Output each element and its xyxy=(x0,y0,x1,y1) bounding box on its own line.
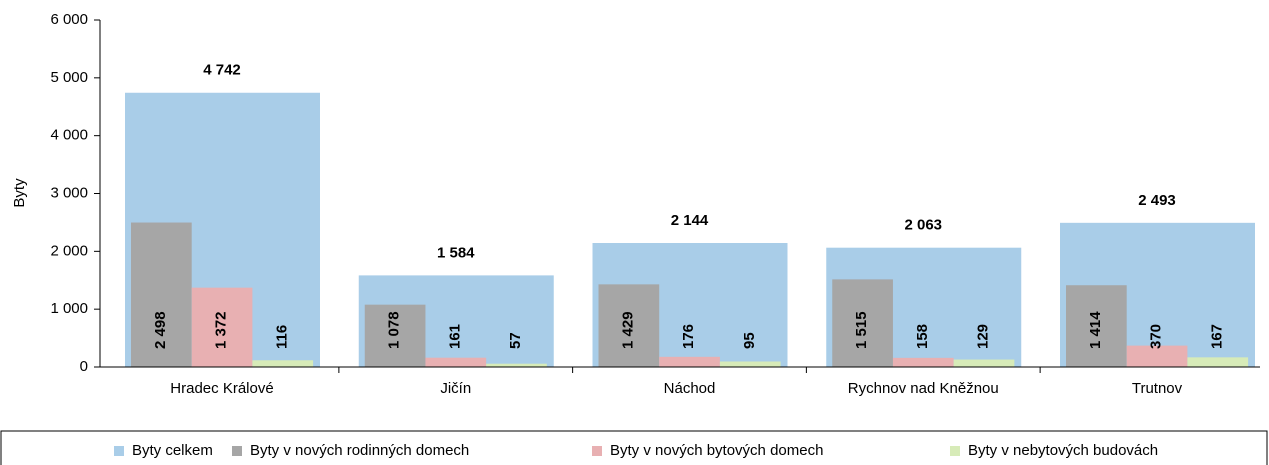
y-tick-label: 0 xyxy=(80,358,88,375)
bar xyxy=(191,287,253,367)
y-tick-label: 2 000 xyxy=(50,242,88,259)
data-label: 2 493 xyxy=(1138,192,1176,209)
legend-label: Byty celkem xyxy=(132,442,213,459)
bar xyxy=(719,361,781,367)
data-label: 129 xyxy=(975,324,992,349)
data-label: 1 515 xyxy=(853,311,870,349)
bar xyxy=(832,279,893,367)
data-label: 370 xyxy=(1148,324,1165,349)
x-tick-label: Náchod xyxy=(664,380,716,397)
legend-swatch xyxy=(950,446,960,456)
bar xyxy=(425,357,487,367)
data-label: 1 584 xyxy=(437,244,475,261)
data-label: 1 414 xyxy=(1087,311,1104,349)
x-tick-label: Jičín xyxy=(440,380,471,397)
legend-label: Byty v nebytových budovách xyxy=(968,442,1158,459)
data-label: 167 xyxy=(1208,324,1225,349)
y-tick-label: 5 000 xyxy=(50,69,88,86)
data-label: 116 xyxy=(273,325,290,349)
bar xyxy=(1066,285,1127,367)
bar xyxy=(892,357,954,367)
bar xyxy=(1126,345,1188,367)
data-label: 57 xyxy=(507,332,524,349)
data-label: 2 063 xyxy=(904,217,942,234)
x-tick-label: Rychnov nad Kněžnou xyxy=(848,380,999,397)
legend xyxy=(0,430,1268,465)
bar xyxy=(131,222,192,367)
bar xyxy=(953,359,1015,367)
data-label: 95 xyxy=(741,332,758,349)
x-tick-label: Trutnov xyxy=(1132,380,1183,397)
legend-swatch xyxy=(232,446,242,456)
bar xyxy=(1187,357,1249,367)
legend-swatch xyxy=(114,446,124,456)
data-label: 1 429 xyxy=(619,311,636,349)
y-tick-label: 4 000 xyxy=(50,127,88,144)
legend-swatch xyxy=(592,446,602,456)
y-axis-label: Byty xyxy=(11,178,28,208)
bar xyxy=(486,363,547,367)
bar xyxy=(364,304,426,367)
data-label: 176 xyxy=(680,324,697,349)
bar xyxy=(252,360,314,367)
y-tick-label: 6 000 xyxy=(50,11,88,28)
y-tick-label: 3 000 xyxy=(50,184,88,201)
data-label: 158 xyxy=(914,324,931,349)
bar xyxy=(598,284,660,367)
data-label: 4 742 xyxy=(203,62,241,79)
data-label: 1 078 xyxy=(386,311,403,349)
data-label: 2 498 xyxy=(152,311,169,349)
y-tick-label: 1 000 xyxy=(50,300,88,317)
legend-label: Byty v nových rodinných domech xyxy=(250,442,469,459)
legend-label: Byty v nových bytových domech xyxy=(610,442,823,459)
data-label: 161 xyxy=(446,324,463,349)
x-tick-label: Hradec Králové xyxy=(170,380,273,397)
data-label: 2 144 xyxy=(671,212,709,229)
data-label: 1 372 xyxy=(213,311,230,349)
bar xyxy=(659,356,720,367)
